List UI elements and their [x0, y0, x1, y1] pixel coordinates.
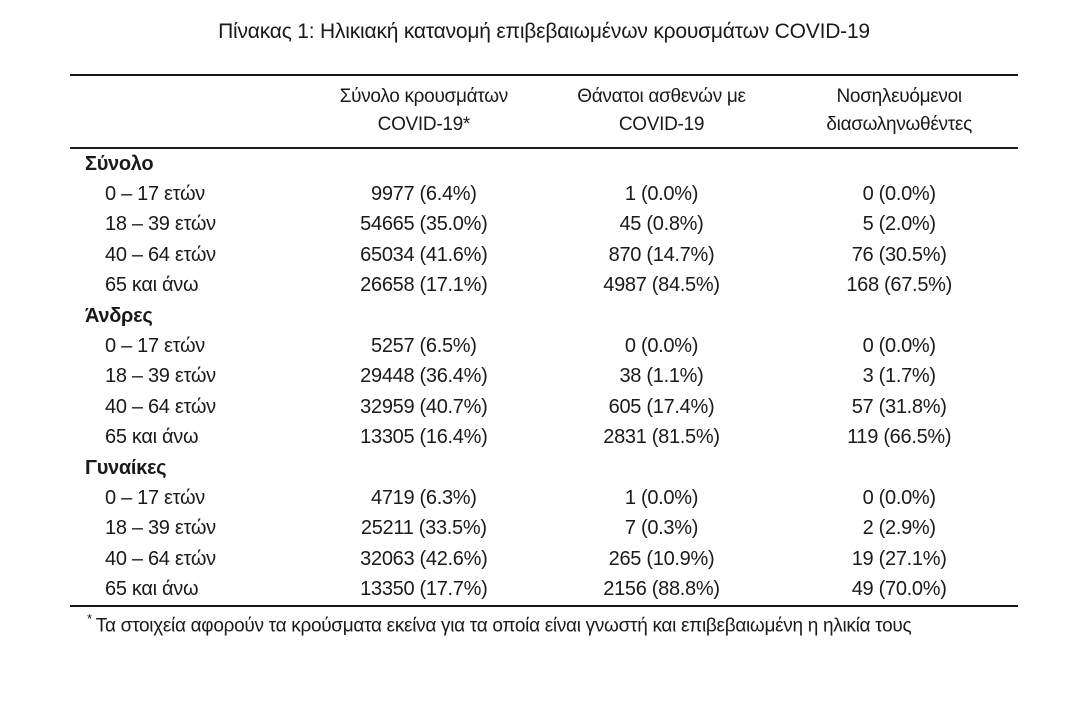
table-row: 40 – 64 ετών 32063 (42.6%) 265 (10.9%) 19 (… [70, 544, 1018, 574]
age-group-label: 65 και άνω [105, 426, 199, 449]
table-row: 40 – 64 ετών 65034 (41.6%) 870 (14.7%) 76 (… [70, 240, 1018, 270]
age-group-label: 40 – 64 ετών [105, 395, 216, 418]
table-row: 0 – 17 ετών 4719 (6.3%) 1 (0.0%) 0 (0.0%) [70, 483, 1018, 513]
deaths-value: 870 (14.7%) [608, 243, 715, 266]
header-deaths: Θάνατοι ασθενών με COVID-19 [543, 83, 781, 139]
section-header-row: Γυναίκες [70, 453, 1018, 483]
intubated-value: 119 (66.5%) [847, 426, 952, 449]
header-row-label-spacer [70, 83, 305, 139]
age-group-label: 0 – 17 ετών [105, 486, 206, 509]
deaths-value: 1 (0.0%) [624, 183, 699, 206]
intubated-value: 0 (0.0%) [862, 335, 936, 358]
table-row: 18 – 39 ετών 25211 (33.5%) 7 (0.3%) 2 (2.9%… [70, 514, 1018, 544]
intubated-value: 0 (0.0%) [862, 486, 936, 509]
deaths-value: 2156 (88.8%) [603, 578, 720, 601]
section-header-row: Άνδρες [70, 301, 1018, 331]
footnote-marker: * [87, 610, 92, 626]
intubated-value: 2 (2.9%) [862, 517, 936, 540]
cases-value: 9977 (6.4%) [371, 183, 477, 206]
table-row: 18 – 39 ετών 54665 (35.0%) 45 (0.8%) 5 (2.0… [70, 210, 1018, 240]
deaths-value: 0 (0.0%) [624, 335, 699, 358]
footnote-text: Τα στοιχεία αφορούν τα κρούσματα εκείνα … [95, 615, 912, 637]
cases-value: 25211 (33.5%) [360, 517, 487, 540]
cases-value: 13350 (17.7%) [360, 578, 488, 601]
cases-value: 5257 (6.5%) [371, 335, 477, 358]
header-intubated-line1: Νοσηλευόμενοι [836, 86, 963, 107]
deaths-value: 38 (1.1%) [619, 365, 704, 388]
cases-value: 54665 (35.0%) [360, 213, 488, 236]
table-row: 65 και άνω 13305 (16.4%) 2831 (81.5%) 119 (… [70, 423, 1018, 453]
deaths-value: 605 (17.4%) [608, 395, 715, 418]
age-group-label: 65 και άνω [105, 578, 199, 601]
intubated-value: 19 (27.1%) [851, 547, 947, 570]
age-group-label: 18 – 39 ετών [105, 213, 216, 236]
cases-value: 32959 (40.7%) [360, 395, 488, 418]
header-deaths-line2: COVID-19 [618, 114, 705, 135]
deaths-value: 7 (0.3%) [624, 517, 699, 540]
intubated-value: 57 (31.8%) [851, 395, 947, 418]
header-total-cases-line2: COVID-19* [377, 114, 471, 135]
table-row: 65 και άνω 13350 (17.7%) 2156 (88.8%) 49 (7… [70, 574, 1018, 604]
cases-value: 29448 (36.4%) [360, 365, 488, 388]
header-intubated: Νοσηλευόμενοι διασωληνωθέντες [780, 83, 1018, 139]
table-footnote: * Τα στοιχεία αφορούν τα κρούσματα εκείνα… [70, 610, 1018, 637]
table-row: 65 και άνω 26658 (17.1%) 4987 (84.5%) 168 (… [70, 271, 1018, 301]
cases-value: 32063 (42.6%) [360, 547, 488, 570]
header-total-cases-line1: Σύνολο κρουσμάτων [339, 86, 509, 107]
table-row: 18 – 39 ετών 29448 (36.4%) 38 (1.1%) 3 (1.7… [70, 362, 1018, 392]
table-row: 40 – 64 ετών 32959 (40.7%) 605 (17.4%) 57 (… [70, 392, 1018, 422]
age-group-label: 0 – 17 ετών [105, 183, 206, 206]
intubated-value: 76 (30.5%) [851, 243, 947, 266]
header-total-cases: Σύνολο κρουσμάτων COVID-19* [305, 83, 543, 139]
deaths-value: 265 (10.9%) [608, 547, 715, 570]
cases-value: 4719 (6.3%) [371, 486, 477, 509]
header-intubated-line2: διασωληνωθέντες [826, 114, 972, 135]
age-group-label: 40 – 64 ετών [105, 243, 216, 266]
age-group-label: 18 – 39 ετών [105, 517, 216, 540]
intubated-value: 168 (67.5%) [846, 274, 952, 297]
table-header-row: Σύνολο κρουσμάτων COVID-19* Θάνατοι ασθε… [70, 74, 1018, 149]
covid-age-distribution-table: Σύνολο κρουσμάτων COVID-19* Θάνατοι ασθε… [70, 74, 1018, 637]
section-label: Σύνολο [85, 152, 154, 175]
age-group-label: 18 – 39 ετών [105, 365, 216, 388]
table-title: Πίνακας 1: Ηλικιακή κατανομή επιβεβαιωμέ… [218, 20, 870, 43]
deaths-value: 4987 (84.5%) [603, 274, 720, 297]
deaths-value: 2831 (81.5%) [603, 426, 720, 449]
section-label: Γυναίκες [85, 456, 167, 479]
cases-value: 65034 (41.6%) [360, 243, 488, 266]
table-body: Σύνολο 0 – 17 ετών 9977 (6.4%) 1 (0.0%) 0 (0… [70, 149, 1018, 607]
intubated-value: 49 (70.0%) [851, 578, 947, 601]
cases-value: 26658 (17.1%) [360, 274, 488, 297]
cases-value: 13305 (16.4%) [360, 426, 488, 449]
table-row: 0 – 17 ετών 9977 (6.4%) 1 (0.0%) 0 (0.0%) [70, 179, 1018, 209]
age-group-label: 0 – 17 ετών [105, 335, 206, 358]
table-row: 0 – 17 ετών 5257 (6.5%) 0 (0.0%) 0 (0.0%) [70, 331, 1018, 361]
deaths-value: 45 (0.8%) [619, 213, 704, 236]
intubated-value: 0 (0.0%) [862, 183, 936, 206]
section-header-row: Σύνολο [70, 149, 1018, 179]
deaths-value: 1 (0.0%) [624, 486, 699, 509]
age-group-label: 40 – 64 ετών [105, 547, 216, 570]
intubated-value: 3 (1.7%) [862, 365, 936, 388]
age-group-label: 65 και άνω [105, 274, 199, 297]
intubated-value: 5 (2.0%) [862, 213, 936, 236]
header-deaths-line1: Θάνατοι ασθενών με [577, 86, 746, 107]
section-label: Άνδρες [85, 304, 153, 327]
